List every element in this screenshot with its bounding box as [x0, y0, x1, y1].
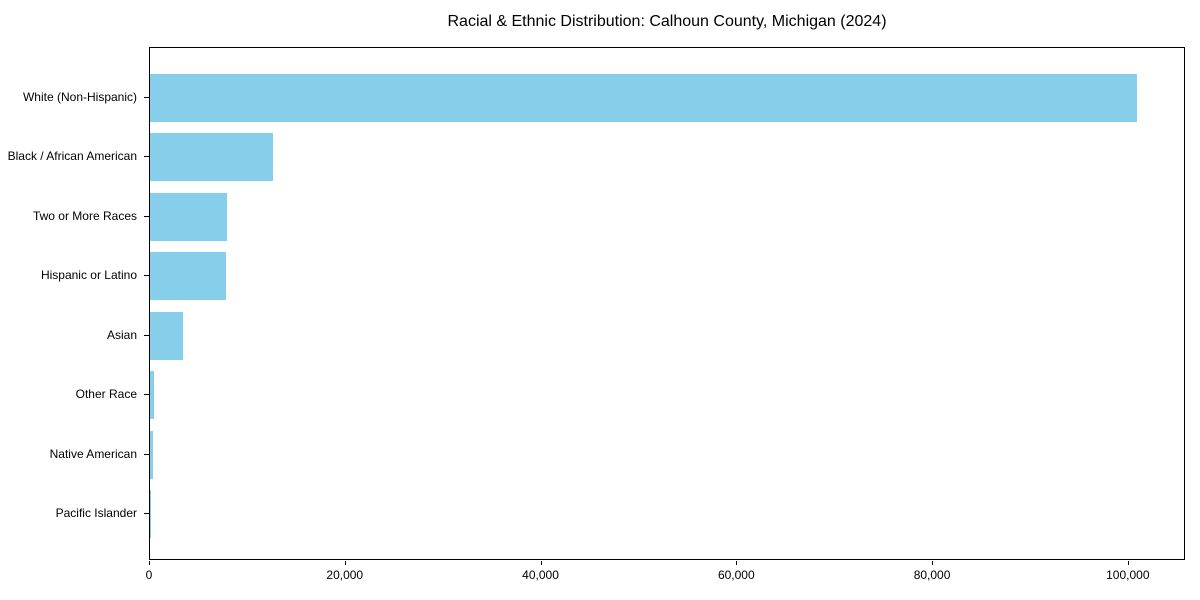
x-tick-label: 0	[145, 568, 153, 582]
bar	[150, 192, 228, 241]
x-tick-label: 40,000	[522, 568, 559, 582]
bar	[150, 74, 1137, 122]
y-axis-label: Native American	[49, 446, 137, 461]
bar	[150, 371, 155, 420]
y-tick-mark	[144, 215, 149, 217]
x-tick-label: 20,000	[326, 568, 364, 582]
y-tick-mark	[144, 156, 149, 158]
plot-area	[149, 47, 1185, 560]
x-tick-label: 60,000	[717, 568, 755, 582]
y-axis-label: White (Non-Hispanic)	[22, 90, 137, 104]
bar	[150, 252, 227, 301]
bar	[150, 311, 183, 360]
y-axis-label: Two or More Races	[32, 208, 137, 223]
y-axis-label: Black / African American	[7, 149, 137, 164]
chart-title: Racial & Ethnic Distribution: Calhoun Co…	[447, 13, 887, 30]
y-axis-label: Asian	[106, 327, 137, 342]
bar	[150, 430, 154, 479]
bar	[150, 133, 274, 182]
y-tick-mark	[144, 513, 149, 514]
y-axis-label: Other Race	[75, 387, 137, 402]
y-tick-mark	[144, 334, 149, 336]
y-axis-label: Pacific Islander	[55, 506, 137, 520]
x-tick-mark	[1127, 561, 1129, 565]
y-axis-label: Hispanic or Latino	[40, 268, 137, 283]
x-tick-mark	[932, 561, 934, 565]
x-tick-mark	[540, 561, 542, 565]
y-tick-mark	[144, 453, 149, 455]
y-tick-mark	[144, 275, 149, 277]
bar	[150, 490, 151, 538]
x-tick-mark	[736, 561, 738, 565]
x-tick-label: 100,000	[1106, 568, 1150, 582]
x-tick-mark	[149, 561, 150, 565]
y-tick-mark	[144, 394, 149, 396]
x-tick-label: 80,000	[913, 568, 951, 582]
x-tick-mark	[344, 561, 346, 565]
y-tick-mark	[144, 97, 149, 98]
